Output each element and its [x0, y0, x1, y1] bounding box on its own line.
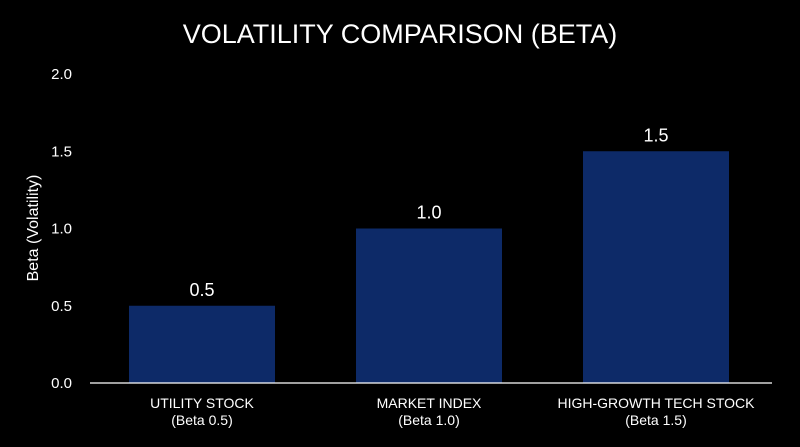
x-category-label: (Beta 0.5)	[171, 412, 232, 428]
y-tick-label: 0.0	[51, 375, 72, 392]
x-axis-labels: UTILITY STOCK(Beta 0.5)MARKET INDEX(Beta…	[150, 395, 755, 428]
bar	[356, 228, 502, 383]
y-tick-label: 0.5	[51, 298, 72, 315]
chart-title: VOLATILITY COMPARISON (BETA)	[183, 19, 618, 49]
bars-group	[129, 151, 729, 383]
x-category-label: MARKET INDEX	[377, 395, 482, 411]
y-axis-label: Beta (Volatility)	[25, 175, 42, 282]
x-category-label: (Beta 1.5)	[625, 412, 686, 428]
bar-value-label: 1.5	[643, 125, 668, 145]
y-tick-label: 1.0	[51, 221, 72, 238]
x-category-label: (Beta 1.0)	[398, 412, 459, 428]
bar-value-label: 1.0	[416, 203, 441, 223]
bar-value-label: 0.5	[189, 280, 214, 300]
y-tick-label: 2.0	[51, 66, 72, 83]
data-labels-group: 0.5 1.0 1.5	[189, 125, 668, 300]
bar	[583, 151, 729, 383]
x-category-label: UTILITY STOCK	[150, 395, 254, 411]
x-category-label: HIGH-GROWTH TECH STOCK	[557, 395, 755, 411]
y-axis-ticks: 0.0 0.5 1.0 1.5 2.0	[51, 66, 72, 392]
y-tick-label: 1.5	[51, 143, 72, 160]
bar	[129, 305, 275, 383]
